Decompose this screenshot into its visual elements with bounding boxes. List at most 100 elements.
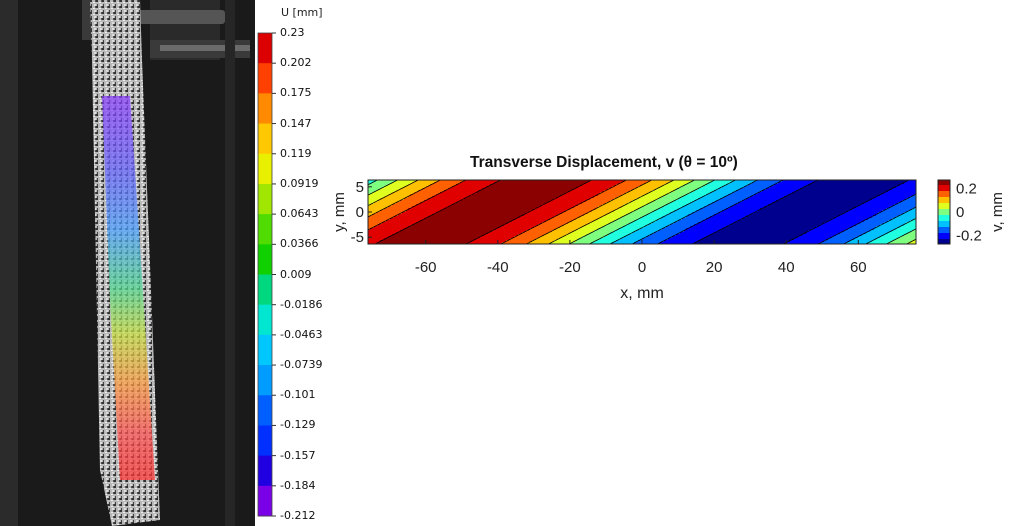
contour-cell: [384, 210, 387, 213]
contour-cell: [422, 208, 425, 211]
contour-cell: [468, 180, 471, 183]
contour-cell: [394, 240, 397, 243]
contour-cell: [590, 214, 593, 217]
contour-cell: [468, 220, 471, 223]
contour-cell: [644, 208, 647, 211]
contour-cell: [604, 220, 607, 223]
contour-cell: [536, 186, 539, 189]
contour-cell: [610, 192, 613, 195]
contour-cell: [608, 216, 611, 219]
contour-cell: [386, 238, 389, 241]
contour-cell: [542, 184, 545, 187]
contour-cell: [558, 230, 561, 233]
contour-cell: [422, 206, 425, 209]
contour-cell: [370, 222, 373, 225]
contour-cell: [544, 216, 547, 219]
contour-cell: [614, 220, 617, 223]
contour-cell: [394, 236, 397, 239]
contour-cell: [394, 190, 397, 193]
contour-cell: [554, 210, 557, 213]
contour-cell: [564, 194, 567, 197]
contour-cell: [536, 182, 539, 185]
contour-cell: [570, 210, 573, 213]
contour-cell: [504, 184, 507, 187]
contour-cell: [442, 242, 445, 245]
contour-cell: [562, 238, 565, 241]
contour-cell: [398, 212, 401, 215]
contour-cell: [592, 204, 595, 207]
contour-cell: [616, 196, 619, 199]
contour-cell: [396, 232, 399, 235]
contour-cell: [384, 224, 387, 227]
contour-cell: [672, 210, 675, 213]
contour-cell: [514, 184, 517, 187]
contour-cell: [502, 200, 505, 203]
contour-cell: [642, 186, 645, 189]
contour-cell: [440, 184, 443, 187]
contour-cell: [490, 214, 493, 217]
contour-cell: [672, 182, 675, 185]
contour-cell: [372, 228, 375, 231]
contour-cell: [570, 222, 573, 225]
contour-cell: [528, 200, 531, 203]
contour-cell: [620, 232, 623, 235]
contour-cell: [576, 206, 579, 209]
contour-cell: [608, 184, 611, 187]
contour-cell: [422, 224, 425, 227]
contour-cell: [416, 212, 419, 215]
contour-cell: [370, 234, 373, 237]
contour-cell: [430, 202, 433, 205]
contour-cell: [484, 200, 487, 203]
contour-cell: [666, 184, 669, 187]
contour-cell: [422, 232, 425, 235]
contour-cell: [568, 222, 571, 225]
legend-band: [258, 334, 272, 366]
contour-cell: [622, 230, 625, 233]
contour-cell: [532, 218, 535, 221]
contour-cell: [464, 200, 467, 203]
contour-cell: [576, 182, 579, 185]
contour-cell: [440, 222, 443, 225]
contour-cell: [644, 206, 647, 209]
contour-cell: [482, 230, 485, 233]
contour-cell: [634, 194, 637, 197]
contour-cell: [474, 198, 477, 201]
contour-cell: [424, 228, 427, 231]
contour-cell: [464, 194, 467, 197]
contour-cell: [532, 214, 535, 217]
contour-cell: [464, 202, 467, 205]
contour-cell: [546, 182, 549, 185]
contour-cell: [510, 236, 513, 239]
color-legend: [257, 32, 276, 517]
contour-cell: [568, 234, 571, 237]
contour-cell: [380, 186, 383, 189]
contour-cell: [520, 196, 523, 199]
contour-cell: [386, 220, 389, 223]
contour-cell: [408, 232, 411, 235]
contour-cell: [428, 226, 431, 229]
contour-cell: [666, 240, 669, 243]
contour-cell: [536, 188, 539, 191]
contour-cell: [522, 206, 525, 209]
contour-cell: [404, 208, 407, 211]
contour-cell: [594, 182, 597, 185]
contour-cell: [432, 236, 435, 239]
contour-cell: [644, 188, 647, 191]
contour-cell: [592, 228, 595, 231]
contour-cell: [516, 192, 519, 195]
contour-cell: [450, 208, 453, 211]
contour-cell: [474, 214, 477, 217]
contour-cell: [546, 196, 549, 199]
contour-cell: [650, 194, 653, 197]
contour-cell: [384, 192, 387, 195]
contour-cell: [666, 242, 669, 245]
contour-cell: [580, 232, 583, 235]
contour-cell: [592, 234, 595, 237]
contour-cell: [630, 214, 633, 217]
contour-cell: [548, 192, 551, 195]
contour-cell: [544, 214, 547, 217]
contour-cell: [664, 184, 667, 187]
contour-cell: [642, 216, 645, 219]
contour-cell: [632, 226, 635, 229]
contour-cell: [446, 224, 449, 227]
